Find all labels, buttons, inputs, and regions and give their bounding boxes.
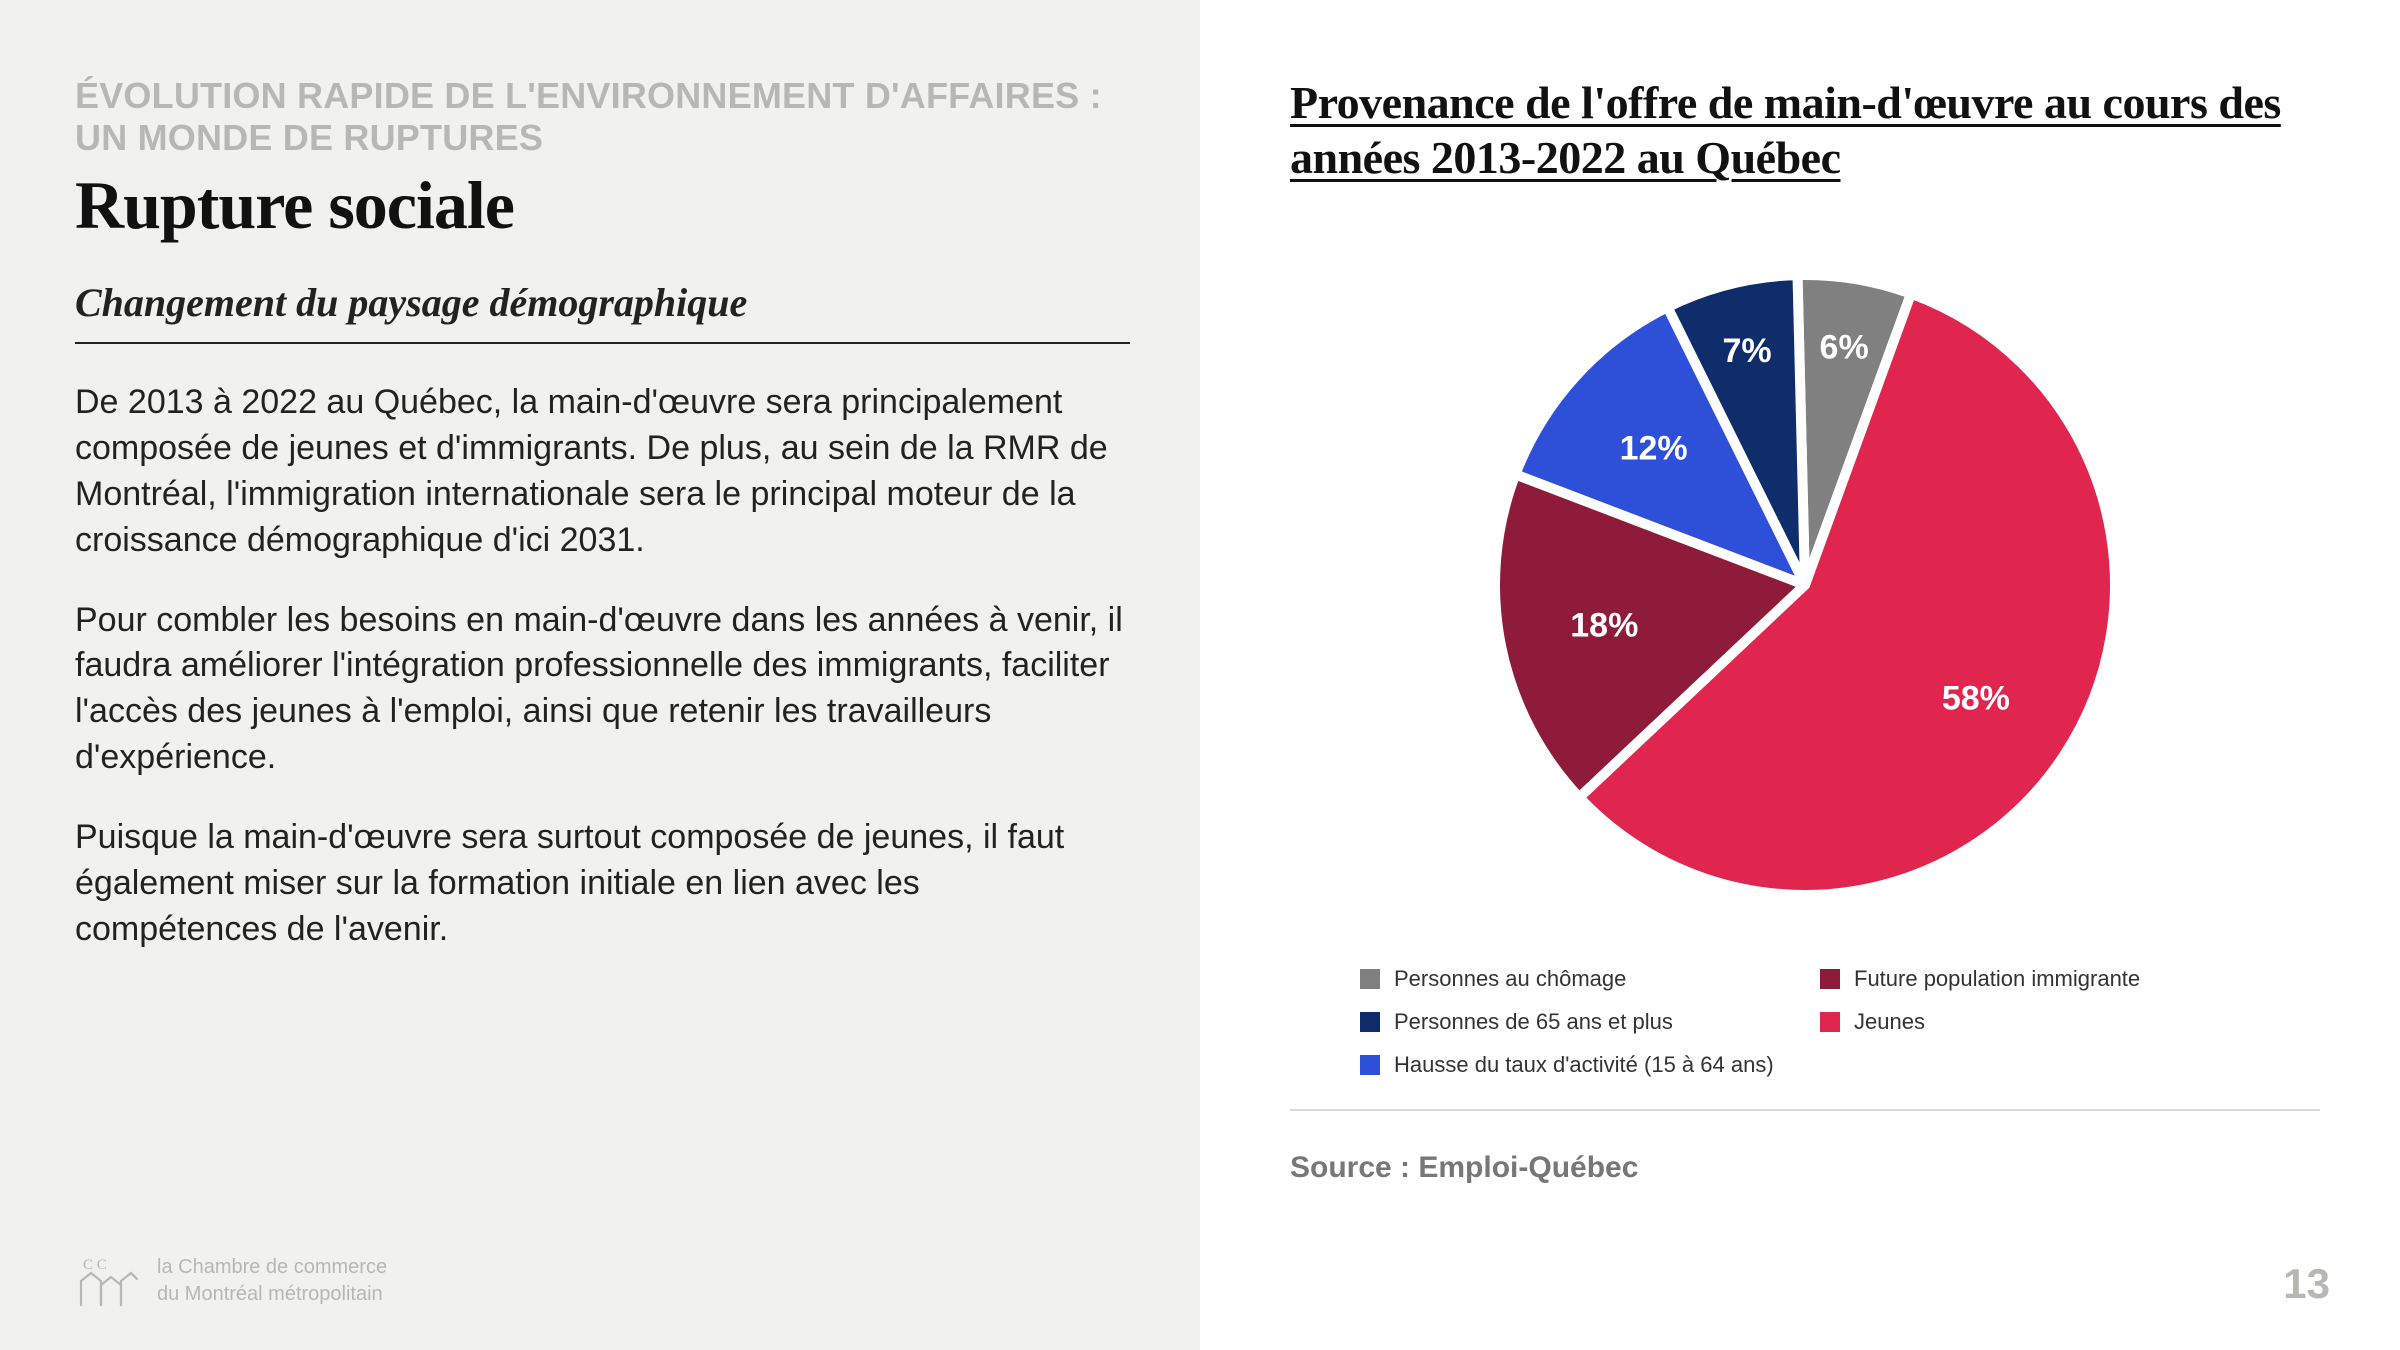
legend-label: Personnes au chômage bbox=[1394, 965, 1626, 994]
legend-marker bbox=[1360, 1012, 1380, 1032]
legend-marker bbox=[1360, 969, 1380, 989]
legend-label: Hausse du taux d'activité (15 à 64 ans) bbox=[1394, 1051, 1774, 1080]
footer-logo: C C la Chambre de commerce du Montréal m… bbox=[75, 1254, 387, 1308]
body-text: De 2013 à 2022 au Québec, la main-d'œuvr… bbox=[75, 380, 1130, 987]
legend-label: Jeunes bbox=[1854, 1008, 1925, 1037]
left-panel: ÉVOLUTION RAPIDE DE L'ENVIRONNEMENT D'AF… bbox=[0, 0, 1200, 1350]
ccmm-logo-icon: C C bbox=[75, 1255, 139, 1307]
chart-legend: Personnes au chômage Future population im… bbox=[1290, 965, 2320, 1111]
legend-item: Jeunes bbox=[1820, 1008, 2250, 1037]
main-title: Rupture sociale bbox=[75, 166, 1130, 245]
pie-chart: 6% 7% 12% 18% 58% bbox=[1290, 245, 2320, 925]
pie-slice-label: 7% bbox=[1723, 333, 1772, 371]
paragraph: Pour combler les besoins en main-d'œuvre… bbox=[75, 598, 1130, 782]
pie-slice-label: 18% bbox=[1570, 607, 1638, 645]
legend-item: Personnes de 65 ans et plus bbox=[1360, 1008, 1790, 1037]
page-number: 13 bbox=[2283, 1260, 2330, 1308]
legend-marker bbox=[1360, 1055, 1380, 1075]
right-panel: Provenance de l'offre de main-d'œuvre au… bbox=[1200, 0, 2400, 1350]
pie-slice-label: 12% bbox=[1620, 430, 1688, 468]
legend-item: Personnes au chômage bbox=[1360, 965, 1790, 994]
legend-item: Future population immigrante bbox=[1820, 965, 2250, 994]
pie-slice-label: 6% bbox=[1820, 329, 1869, 367]
eyebrow-heading: ÉVOLUTION RAPIDE DE L'ENVIRONNEMENT D'AF… bbox=[75, 75, 1130, 160]
logo-text-line: du Montréal métropolitain bbox=[157, 1281, 387, 1308]
pie-slice-label: 58% bbox=[1942, 680, 2010, 718]
legend-marker bbox=[1820, 1012, 1840, 1032]
legend-label: Future population immigrante bbox=[1854, 965, 2140, 994]
legend-marker bbox=[1820, 969, 1840, 989]
paragraph: De 2013 à 2022 au Québec, la main-d'œuvr… bbox=[75, 380, 1130, 564]
svg-text:C C: C C bbox=[83, 1257, 107, 1273]
legend-label: Personnes de 65 ans et plus bbox=[1394, 1008, 1673, 1037]
legend-item: Hausse du taux d'activité (15 à 64 ans) bbox=[1360, 1051, 1790, 1080]
logo-text-line: la Chambre de commerce bbox=[157, 1254, 387, 1281]
chart-title: Provenance de l'offre de main-d'œuvre au… bbox=[1290, 75, 2320, 185]
chart-source: Source : Emploi-Québec bbox=[1290, 1151, 2320, 1185]
paragraph: Puisque la main-d'œuvre sera surtout com… bbox=[75, 815, 1130, 953]
subtitle: Changement du paysage démographique bbox=[75, 279, 1130, 344]
logo-text: la Chambre de commerce du Montréal métro… bbox=[157, 1254, 387, 1308]
